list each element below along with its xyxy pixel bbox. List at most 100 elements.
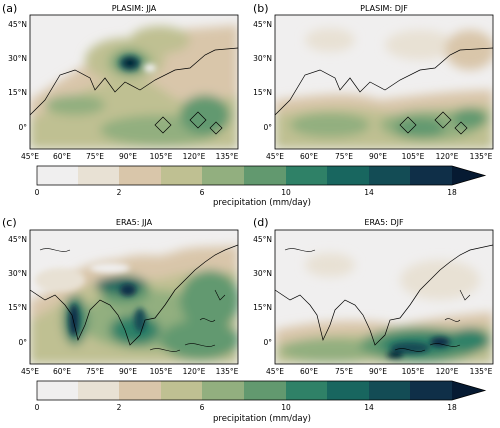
colorbar-bottom-frame	[36, 380, 487, 401]
panel-c-coastline	[30, 244, 238, 346]
panel-d-title: ERA5: DJF	[364, 218, 404, 227]
panel-a-coastline	[30, 47, 238, 116]
colorbar-tick: 0	[35, 403, 40, 412]
panel-c-x-tick: 60°E	[53, 367, 71, 376]
colorbar-bin	[369, 166, 410, 185]
colorbar-top-label: precipitation (mm/day)	[213, 198, 311, 208]
panel-b-x-tick: 75°E	[335, 152, 353, 161]
colorbar-tick: 2	[117, 403, 122, 412]
panel-b-x-tick: 60°E	[300, 152, 318, 161]
panel-a: (a) PLASIM: JJA	[2, 2, 239, 161]
panel-a-y-tick: 30°N	[8, 54, 27, 63]
colorbar-bottom-bins	[37, 381, 485, 400]
colorbar-bin	[327, 381, 369, 400]
panel-b-x-tick: 45°E	[266, 152, 284, 161]
panel-c-core	[35, 263, 146, 336]
panel-a-x-tick: 120°E	[183, 152, 206, 161]
colorbar-bin	[161, 381, 202, 400]
panel-d-y-tick: 45°N	[253, 235, 272, 244]
panel-b-coastline	[275, 47, 493, 116]
colorbar-top-bins	[37, 166, 485, 185]
colorbar-tick: 2	[117, 188, 122, 197]
panel-d-x-tick: 60°E	[300, 367, 318, 376]
colorbar-tick: 14	[364, 403, 374, 412]
panel-d-y-tick: 15°N	[253, 303, 272, 312]
colorbar-bin	[327, 166, 369, 185]
panel-d-y-tick: 30°N	[253, 269, 272, 278]
panel-c-frame	[29, 229, 239, 365]
panel-c-x-tick: 135°E	[216, 367, 239, 376]
panel-a-x-tick: 60°E	[53, 152, 71, 161]
panel-a-x-tick: 105°E	[150, 152, 173, 161]
panel-b-frame	[274, 14, 494, 150]
panel-b-y-tick: 45°N	[253, 20, 272, 29]
panel-a-y-ticks: 45°N 30°N 15°N 0°	[8, 20, 27, 132]
panel-d-letter: (d)	[253, 216, 269, 229]
panel-c: (c) ERA5: JJA	[2, 216, 239, 376]
colorbar-top-frame	[36, 165, 487, 186]
colorbar-tick: 14	[364, 188, 374, 197]
colorbar-tick: 6	[200, 403, 205, 412]
panel-c-x-tick: 120°E	[183, 367, 206, 376]
panel-b-y-tick: 15°N	[253, 88, 272, 97]
panel-b-islands	[399, 111, 468, 135]
colorbar-bin	[37, 166, 78, 185]
panel-c-field	[30, 230, 238, 364]
colorbar-bottom-label: precipitation (mm/day)	[213, 414, 311, 424]
panel-b-letter: (b)	[253, 2, 269, 15]
panel-d-y-tick: 0°	[263, 338, 272, 347]
panel-a-islands	[154, 111, 223, 135]
colorbar-bin	[161, 166, 202, 185]
panel-c-y-tick: 30°N	[8, 269, 27, 278]
panel-b-x-tick: 105°E	[402, 152, 425, 161]
panel-b-x-ticks: 45°E 60°E 75°E 90°E 105°E 120°E 135°E	[266, 152, 493, 161]
colorbar-tick: 0	[35, 188, 40, 197]
panel-c-y-tick: 0°	[18, 338, 27, 347]
panel-c-letter: (c)	[2, 216, 17, 229]
panel-d-x-ticks: 45°E 60°E 75°E 90°E 105°E 120°E 135°E	[266, 367, 493, 376]
colorbar-tick: 18	[447, 403, 457, 412]
panel-c-x-tick: 105°E	[150, 367, 173, 376]
panel-a-x-tick: 90°E	[119, 152, 137, 161]
panel-c-title: ERA5: JJA	[116, 218, 153, 227]
panel-a-y-tick: 0°	[18, 123, 27, 132]
panel-d-x-tick: 45°E	[266, 367, 284, 376]
panel-d-frame	[274, 229, 494, 365]
panel-a-y-tick: 15°N	[8, 88, 27, 97]
colorbar-bin	[202, 166, 244, 185]
panel-d-field	[275, 230, 493, 364]
colorbar-top: 0 2 6 10 14 18 precipitation (mm/day)	[35, 165, 487, 208]
panel-a-x-tick: 75°E	[86, 152, 104, 161]
panel-d-x-tick: 105°E	[402, 367, 425, 376]
panel-b-y-ticks: 45°N 30°N 15°N 0°	[253, 20, 272, 132]
panel-b: (b) PLASIM: DJF 45°E 60°E 75°E 90°E	[253, 2, 494, 161]
colorbar-bin	[119, 166, 161, 185]
panel-a-frame	[29, 14, 239, 150]
colorbar-tick: 10	[281, 188, 291, 197]
panel-b-title: PLASIM: DJF	[360, 4, 408, 13]
panel-d-coastline	[275, 244, 493, 346]
panel-a-title: PLASIM: JJA	[112, 4, 157, 13]
panel-b-y-tick: 0°	[263, 123, 272, 132]
panel-a-letter: (a)	[2, 2, 17, 15]
panel-d-y-ticks: 45°N 30°N 15°N 0°	[253, 235, 272, 347]
panel-c-x-ticks: 45°E 60°E 75°E 90°E 105°E 120°E 135°E	[21, 367, 239, 376]
panel-c-borders	[39, 248, 226, 352]
panel-d-borders	[284, 248, 471, 352]
panel-b-y-tick: 30°N	[253, 54, 272, 63]
colorbar-bottom: 0 2 6 10 14 18 precipitation (mm/day)	[35, 380, 487, 424]
colorbar-extend-arrow	[452, 166, 485, 185]
panel-c-contours	[30, 245, 238, 364]
colorbar-bin	[244, 381, 286, 400]
colorbar-bin	[78, 381, 119, 400]
panel-a-core	[120, 56, 156, 72]
colorbar-bin	[286, 381, 327, 400]
colorbar-bin	[369, 381, 410, 400]
colorbar-bin	[286, 166, 327, 185]
panel-c-x-tick: 45°E	[21, 367, 39, 376]
colorbar-tick: 6	[200, 188, 205, 197]
panel-c-y-tick: 45°N	[8, 235, 27, 244]
panel-b-x-tick: 120°E	[436, 152, 459, 161]
panel-d-x-tick: 75°E	[335, 367, 353, 376]
